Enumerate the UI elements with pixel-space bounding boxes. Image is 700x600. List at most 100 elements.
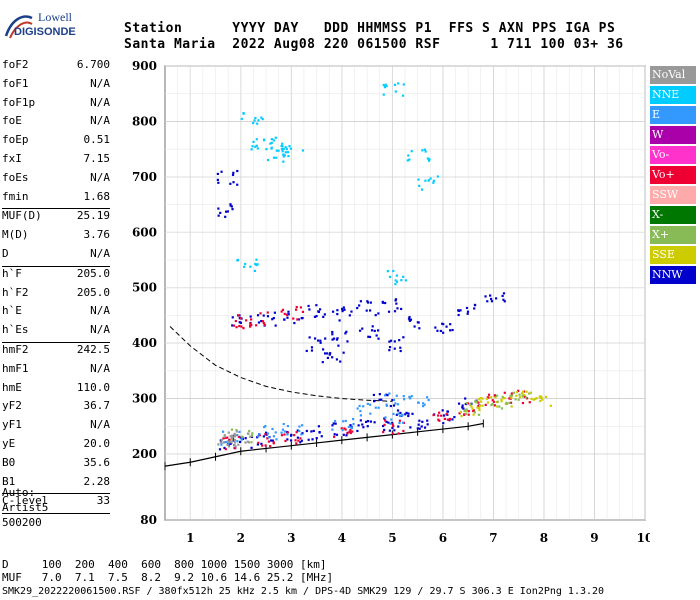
x-tick-label: 1 — [186, 531, 194, 545]
data-point-vo — [296, 318, 299, 321]
data-point-x — [495, 394, 499, 397]
param-key: hmE — [2, 380, 22, 394]
data-point-nne — [266, 158, 270, 162]
data-point-nnw — [313, 315, 317, 318]
data-point-sse — [532, 398, 535, 401]
param-key: foF2 — [2, 58, 29, 71]
data-point-nnw — [439, 329, 442, 333]
param-key: foEs — [2, 170, 29, 184]
data-point-x — [235, 428, 238, 432]
data-point-vo — [237, 314, 240, 317]
param-row: foF1 N/A — [2, 77, 110, 96]
data-point-nne — [410, 150, 413, 153]
param-key: hmF2 — [2, 342, 29, 356]
data-point-nne — [301, 149, 305, 152]
data-point-e — [352, 422, 355, 426]
data-point-nnw — [336, 337, 339, 340]
data-point-nne — [254, 145, 257, 148]
data-point-e — [390, 418, 393, 421]
data-point-nnw — [495, 297, 498, 300]
data-point-vo — [222, 437, 225, 440]
data-point-e — [223, 441, 226, 444]
data-point-nnw — [217, 207, 220, 210]
data-point-noval — [246, 432, 250, 435]
data-point-e — [356, 407, 359, 410]
param-key: MUF(D) — [2, 209, 42, 223]
data-point-nnw — [231, 208, 234, 211]
data-point-nnw — [319, 339, 322, 342]
param-value: N/A — [90, 76, 110, 90]
data-point-nne — [401, 94, 405, 97]
param-key: fxI — [2, 151, 22, 165]
data-point-e — [403, 398, 406, 401]
data-point-nnw — [296, 436, 299, 439]
data-point-vo — [272, 441, 275, 444]
data-point-nnw — [287, 310, 290, 313]
data-point-sse — [480, 400, 483, 403]
param-row: foEs N/A — [2, 171, 110, 190]
data-point-vo — [262, 321, 265, 325]
data-point-nnw — [331, 330, 334, 334]
data-point-vo — [301, 310, 305, 313]
data-point-e — [300, 433, 303, 436]
param-separator — [2, 208, 110, 210]
data-point-nne — [240, 117, 243, 121]
param-value: 7.15 — [83, 151, 111, 165]
data-point-nnw — [219, 211, 222, 214]
data-point-nnw — [344, 332, 347, 335]
data-point-x — [469, 403, 472, 406]
data-point-sse — [486, 401, 490, 404]
param-row: yE 20.0 — [2, 437, 110, 456]
data-point-x — [251, 432, 254, 435]
data-point-nnw — [409, 318, 412, 321]
data-point-nnw — [365, 309, 368, 312]
data-point-x — [518, 393, 521, 396]
data-point-x — [517, 398, 520, 401]
data-point-nnw — [377, 337, 380, 340]
data-point-e — [366, 402, 369, 405]
data-point-sse — [539, 399, 542, 403]
param-row: h`F2 205.0 — [2, 286, 110, 305]
data-point-noval — [228, 440, 232, 443]
data-point-vo — [266, 311, 269, 314]
data-point-nnw — [339, 360, 342, 363]
data-point-vo — [286, 431, 289, 434]
data-point-nne — [385, 85, 388, 88]
data-point-nnw — [393, 429, 396, 432]
data-point-x — [505, 401, 508, 405]
data-point-nne — [250, 148, 253, 151]
data-point-x — [490, 404, 493, 407]
param-value: 33 — [96, 494, 110, 508]
data-point-nne — [252, 140, 255, 144]
data-point-nnw — [274, 324, 277, 327]
data-point-nnw — [382, 424, 385, 428]
data-point-nnw — [396, 307, 399, 310]
param-separator — [2, 265, 110, 267]
data-point-nnw — [334, 422, 337, 425]
data-point-nnw — [312, 429, 315, 433]
data-point-nnw — [386, 394, 389, 397]
logo-swoosh-icon — [4, 15, 33, 39]
param-row: B0 35.6 — [2, 456, 110, 475]
footer-distance-row: D 100 200 400 600 800 1000 1500 3000 [km… — [2, 558, 327, 571]
data-point-e — [344, 419, 347, 423]
logo-line2: DIGISONDE — [14, 26, 76, 38]
data-point-e — [359, 409, 362, 413]
data-point-nnw — [232, 181, 235, 184]
data-point-vo — [493, 394, 497, 397]
data-point-nnw — [308, 336, 311, 339]
param-row: D N/A — [2, 247, 110, 266]
data-point-noval — [233, 443, 236, 447]
data-point-x — [496, 400, 499, 403]
data-point-nnw — [397, 425, 400, 428]
data-point-vo — [238, 324, 241, 328]
param-key: M(D) — [2, 228, 29, 242]
data-point-nnw — [229, 203, 232, 206]
data-point-vo — [437, 418, 440, 421]
data-point-x — [477, 413, 481, 416]
data-point-nnw — [231, 324, 234, 327]
data-point-nnw — [473, 307, 476, 310]
data-point-nnw — [356, 429, 359, 433]
data-point-nnw — [358, 329, 362, 332]
data-point-nnw — [389, 404, 392, 408]
